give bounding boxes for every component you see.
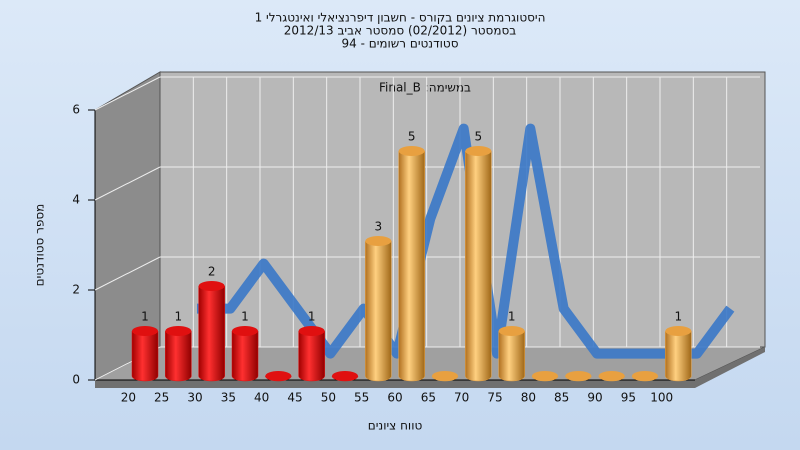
bar-top [632,371,658,381]
bar-top [198,281,225,291]
grid-line [94,166,161,201]
value-label: 1 [175,310,183,324]
y-axis-title: מספר סטודנטים [33,204,47,287]
bar-body [465,150,492,382]
bar [665,326,692,382]
x-tick-label: 85 [554,391,569,405]
bar-top [598,371,625,381]
x-tick-label: 30 [187,391,202,405]
bar-body [298,330,325,382]
x-tick-label: 65 [421,391,436,405]
value-label: 1 [508,310,516,324]
x-tick-label: 80 [521,391,536,405]
x-tick-label: 20 [121,391,136,405]
x-tick-label: 60 [387,391,402,405]
bar-body [198,285,225,382]
titles: היסטוגרמת ציונים בקורס - חשבון דיפרנציאל… [255,11,546,51]
back-wall [159,71,766,348]
value-label: 1 [675,310,683,324]
bar [365,236,392,382]
bar-top [465,146,492,156]
chart-title: בסמסטר (02/2012) סמסטר אביב 2012/13 [284,24,516,38]
value-label: 5 [408,130,416,144]
annotation: במשימה: Final_B [379,81,471,95]
floor-edge [95,347,765,388]
bar [431,371,459,382]
bar-top [498,326,525,336]
value-label: 1 [241,310,249,324]
bar [398,146,425,382]
bar-top [665,326,692,336]
bar-body [231,330,259,382]
bar-top [265,371,292,381]
bar [631,371,659,382]
bar [265,371,292,382]
bar-top [365,236,392,246]
bar [198,281,225,382]
bar [298,326,325,382]
bar [465,146,492,382]
bar-body [398,150,425,382]
y-tick-label: 6 [72,103,80,117]
value-label: 5 [475,130,483,144]
bar [231,326,259,382]
bar-top [398,146,425,156]
bar-body [365,240,392,382]
y-tick-label: 2 [72,283,80,297]
y-tick-label: 4 [72,193,80,207]
chart-title: היסטוגרמת ציונים בקורס - חשבון דיפרנציאל… [255,11,546,25]
bar [565,371,592,382]
chart-title: סטודנטים רשומים - 94 [341,37,458,51]
x-tick-label: 35 [221,391,236,405]
bar [531,371,559,382]
bar-body [665,330,692,382]
bar [165,326,192,382]
value-label: 1 [308,310,316,324]
bar [331,371,359,382]
value-label: 3 [375,220,383,234]
x-tick-label: 95 [621,391,636,405]
bar [598,371,625,382]
bar-top [232,326,258,336]
bar-top [432,371,458,381]
x-axis-title: טווח ציונים [368,419,423,433]
value-label: 1 [141,310,149,324]
bar-body [165,330,192,382]
x-tick-label: 70 [454,391,469,405]
x-tick-label: 75 [487,391,502,405]
x-tick-label: 50 [321,391,336,405]
x-tick-label: 55 [354,391,369,405]
bar-top [165,326,192,336]
x-tick-label: 25 [154,391,169,405]
bar [498,326,525,382]
x-tick-label: 40 [254,391,269,405]
bar-top [132,326,158,336]
bar-body [498,330,525,382]
bar-top [532,371,558,381]
grid-line [94,76,161,111]
value-label: 2 [208,265,216,279]
bar [131,326,159,382]
bar-body [131,330,159,382]
bar-top [298,326,325,336]
x-tick-label: 100 [650,391,673,405]
x-tick-label: 90 [587,391,602,405]
bar-top [332,371,358,381]
bar-top [565,371,592,381]
grid-line [94,256,161,291]
y-tick-label: 0 [72,373,80,387]
x-tick-label: 45 [287,391,302,405]
ribbon-line [197,123,735,359]
